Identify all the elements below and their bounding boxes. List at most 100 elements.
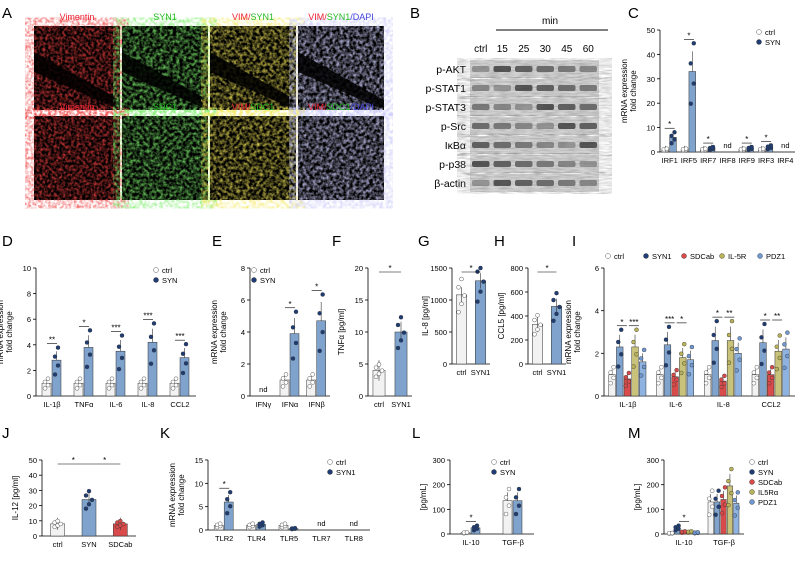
sig-star: ***	[665, 315, 674, 324]
y-tick-label: 200	[432, 481, 445, 490]
x-tick-label: SDCab	[108, 540, 132, 549]
data-point	[116, 344, 122, 349]
data-point	[151, 348, 157, 353]
data-point	[401, 330, 407, 335]
sig-star: *	[620, 318, 623, 327]
data-point	[683, 146, 689, 151]
y-tick-label: 400	[510, 312, 523, 321]
y-axis-label: CCL5 [pg/ml]	[497, 293, 506, 340]
x-tick-label: IL-1β	[43, 400, 61, 409]
legend-label: SYN1	[336, 468, 356, 477]
data-point	[398, 315, 404, 320]
sig-star: *	[315, 282, 318, 291]
y-axis-label: fold change	[219, 311, 228, 353]
data-point	[180, 370, 186, 376]
data-point	[676, 523, 681, 528]
y-tick-label: 40	[647, 50, 655, 59]
data-point	[777, 333, 782, 338]
data-point	[711, 332, 716, 338]
y-tick-label: 4	[595, 307, 599, 316]
data-point	[713, 512, 718, 517]
data-point	[77, 382, 83, 388]
sig-star: *	[82, 318, 85, 327]
data-point	[710, 504, 715, 509]
x-tick-label: SYN1	[547, 368, 567, 377]
micro-dark-band	[122, 52, 208, 110]
data-point	[616, 364, 621, 369]
data-point	[729, 346, 735, 352]
nd-label: nd	[781, 141, 789, 150]
data-point	[320, 292, 325, 297]
y-tick-label: 40	[29, 471, 37, 480]
data-point	[283, 372, 289, 377]
y-tick-label: 5	[199, 503, 203, 512]
data-point	[224, 497, 230, 502]
data-point	[611, 375, 616, 381]
sig-star: *	[72, 456, 75, 465]
data-point	[106, 379, 112, 385]
data-point	[170, 379, 176, 385]
micro-tile-signal	[298, 116, 384, 200]
micro-label-vimentin: Vimentin	[60, 102, 95, 112]
data-point	[86, 502, 92, 507]
x-tick-label: SYN1	[391, 400, 411, 409]
y-axis-label: mRNA expression	[564, 300, 573, 364]
data-point	[459, 301, 464, 307]
x-tick-label: IL-8	[717, 400, 730, 409]
data-point	[503, 495, 509, 500]
legend-label: SYN	[500, 468, 515, 477]
y-tick-label: 0	[655, 530, 659, 539]
data-point	[666, 324, 672, 330]
panel-letter-G: G	[418, 233, 430, 250]
data-point	[89, 497, 95, 503]
y-axis-label: IL-8 [pg/ml]	[421, 296, 430, 336]
data-point	[227, 490, 233, 495]
y-tick-label: 0	[519, 360, 523, 369]
data-point	[77, 376, 83, 381]
data-point	[716, 488, 721, 493]
data-point	[280, 384, 286, 389]
data-point	[785, 353, 790, 359]
x-tick-label: ctrl	[374, 400, 384, 409]
y-tick-label: 6	[241, 296, 245, 305]
data-point	[703, 370, 709, 375]
data-point	[689, 344, 695, 350]
data-point	[516, 503, 522, 508]
y-tick-label: 30	[29, 486, 37, 495]
y-axis-label: mRNA expression	[210, 300, 219, 364]
data-point	[224, 511, 230, 516]
data-point	[183, 361, 189, 366]
data-point	[307, 376, 312, 381]
data-point	[671, 382, 676, 387]
x-tick-label: TLR4	[247, 534, 265, 543]
y-tick-label: 50	[647, 26, 655, 35]
data-point	[707, 512, 712, 517]
y-tick-label: 30	[647, 75, 655, 84]
y-tick-label: 200	[646, 481, 659, 490]
y-tick-label: 2	[595, 349, 599, 358]
panel-letter-E: E	[212, 233, 222, 250]
data-point	[283, 380, 289, 385]
y-tick-label: 300	[432, 456, 445, 465]
data-point	[663, 363, 669, 368]
panel-letter-J: J	[2, 425, 10, 442]
legend-label: ctrl	[500, 458, 510, 467]
y-tick-label: 1000	[430, 296, 447, 305]
blot-texture	[470, 155, 599, 173]
legend-label: SYN	[765, 38, 780, 47]
data-point	[475, 269, 480, 274]
data-point	[474, 523, 480, 528]
sig-star: *	[745, 135, 748, 144]
x-tick-label: ctrl	[457, 368, 467, 377]
legend-label: ctrl	[614, 252, 624, 261]
data-point	[535, 313, 540, 318]
data-point	[478, 289, 483, 294]
data-point	[173, 382, 179, 388]
x-tick-label: TGF-β	[502, 538, 524, 547]
panel-letter-B: B	[410, 5, 420, 22]
data-point	[703, 146, 708, 151]
panel-M: M 0 100 200 300 [pg/mL] IL-10 TGF-β * ctrlSYNSDCa…	[628, 425, 782, 547]
data-point	[74, 379, 80, 385]
